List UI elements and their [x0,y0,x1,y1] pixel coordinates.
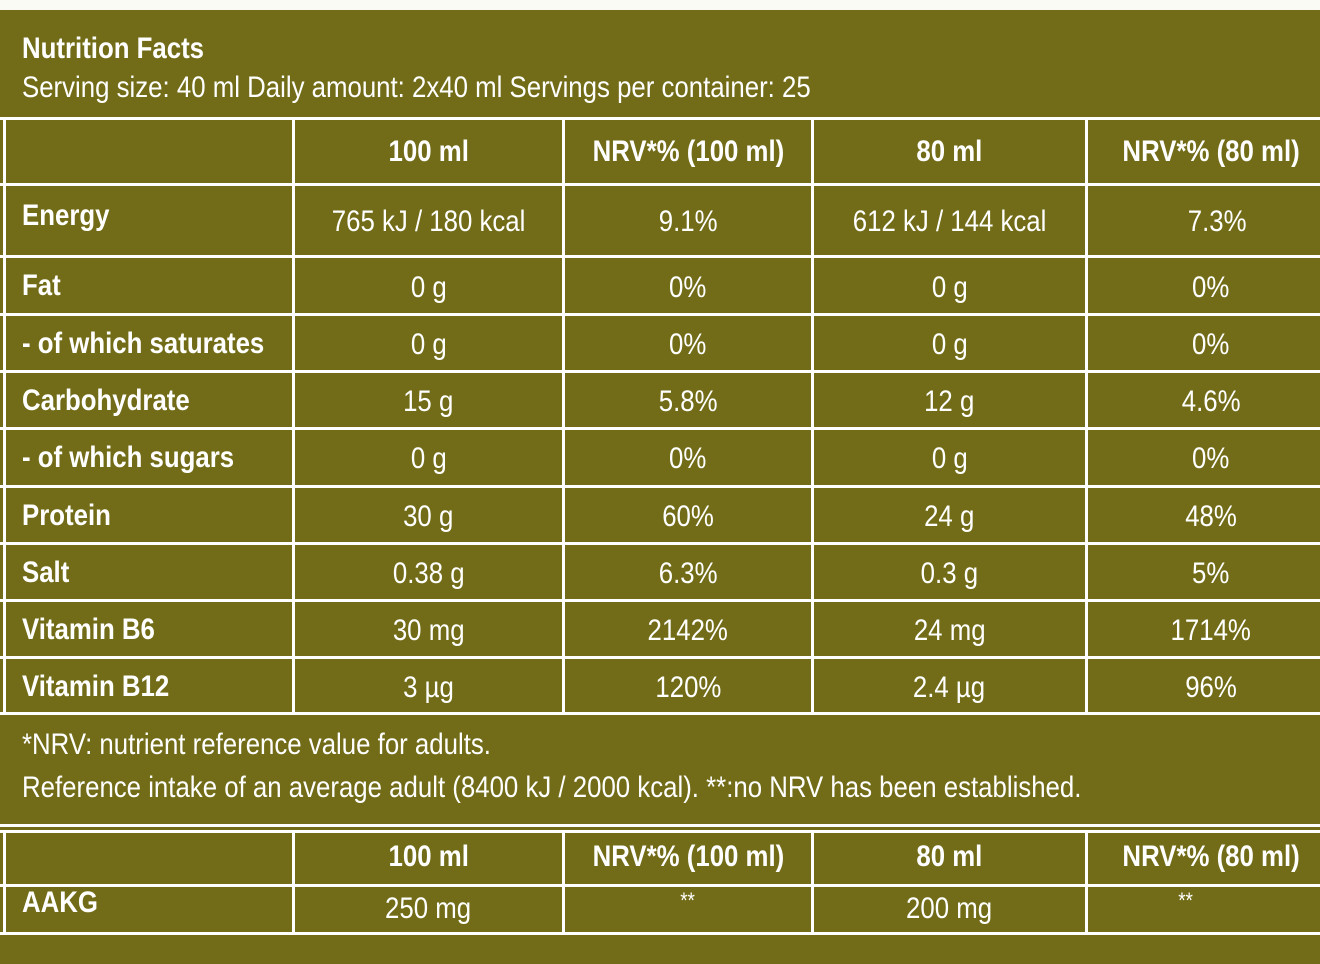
footnote-nrv: *NRV: nutrient reference value for adult… [22,728,491,761]
nrv-80ml: ** [1178,888,1194,913]
value-80ml: 12 g [924,385,975,418]
value-100ml: 0 g [410,442,447,475]
nrv-100ml: 6.3% [658,557,718,590]
col-header-nrv-80ml: NRV*% (80 ml) [1122,840,1300,873]
col-header-nrv-100ml: NRV*% (100 ml) [592,840,784,873]
nrv-100ml: 0% [669,271,707,304]
nrv-80ml: 0% [1192,271,1230,304]
value-100ml: 30 mg [392,614,465,647]
value-80ml: 0 g [931,442,968,475]
col-header-nrv-100ml: NRV*% (100 ml) [592,135,784,168]
value-80ml: 612 kJ / 144 kcal [852,205,1047,238]
nrv-100ml: 120% [654,671,721,704]
nrv-80ml: 1714% [1170,614,1252,647]
panel-title: Nutrition Facts [22,32,205,65]
value-80ml: 2.4 µg [913,671,986,704]
nutrient-name: - of which saturates [22,327,265,360]
value-80ml: 200 mg [906,892,993,925]
nrv-100ml: 0% [669,442,707,475]
value-100ml: 250 mg [385,892,472,925]
nrv-100ml: 0% [669,328,707,361]
value-80ml: 24 g [924,500,975,533]
nutrient-name: Salt [22,556,70,589]
nrv-80ml: 7.3% [1188,205,1247,238]
value-100ml: 0 g [410,328,447,361]
value-80ml: 24 mg [913,614,986,647]
nrv-80ml: 0% [1192,442,1230,475]
nutrient-name: Energy [22,199,110,232]
nrv-80ml: 4.6% [1181,385,1241,418]
value-80ml: 0.3 g [920,557,979,590]
nrv-80ml: 48% [1185,500,1237,533]
nutrient-name: Vitamin B6 [22,613,155,646]
nutrient-name: Vitamin B12 [22,670,170,703]
nutrient-name: Protein [22,499,111,532]
value-100ml: 765 kJ / 180 kcal [331,205,526,238]
nrv-100ml: 9.1% [658,205,718,238]
value-100ml: 0.38 g [392,557,465,590]
serving-info: Serving size: 40 ml Daily amount: 2x40 m… [22,71,811,104]
nrv-80ml: 0% [1192,328,1230,361]
col-header-80ml: 80 ml [916,840,983,873]
nrv-80ml: 5% [1192,557,1230,590]
nutrient-name: Carbohydrate [22,384,190,417]
value-100ml: 30 g [403,500,454,533]
value-100ml: 3 µg [403,671,454,704]
col-header-100ml: 100 ml [388,135,469,168]
col-header-100ml: 100 ml [388,840,469,873]
nutrient-name: - of which sugars [22,441,235,474]
nrv-100ml: 5.8% [658,385,718,418]
nrv-100ml: 2142% [647,614,729,647]
nutrient-name: AAKG [22,886,98,919]
value-80ml: 0 g [931,271,968,304]
nrv-100ml: ** [680,888,696,913]
nrv-80ml: 96% [1185,671,1237,704]
footnote-reference: Reference intake of an average adult (84… [22,771,1082,804]
value-100ml: 15 g [403,385,454,418]
col-header-80ml: 80 ml [916,135,983,168]
col-header-nrv-80ml: NRV*% (80 ml) [1122,135,1300,168]
value-100ml: 0 g [410,271,447,304]
value-80ml: 0 g [931,328,968,361]
nutrient-name: Fat [22,269,61,302]
nrv-100ml: 60% [662,500,714,533]
